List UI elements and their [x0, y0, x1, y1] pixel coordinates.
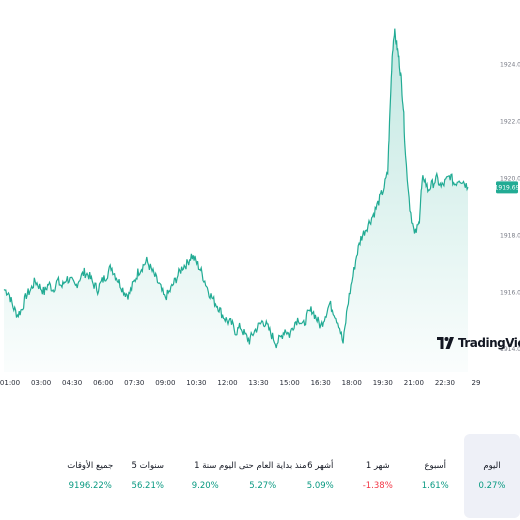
tradingview-logo-text: TradingView	[458, 336, 520, 350]
period-label: 5 سنوات	[131, 461, 165, 471]
x-tick-label: 21:00	[404, 379, 424, 387]
period-change-value: 1.61%	[421, 481, 449, 491]
x-tick-label: 04:30	[62, 379, 82, 387]
x-tick-label: 29	[472, 379, 481, 387]
x-tick-label: 06:00	[93, 379, 113, 387]
x-tick-label: 13:30	[248, 379, 268, 387]
period-tab-4[interactable]: منذ بداية العام حتى اليوم 5.27%	[219, 434, 306, 518]
period-label: اليوم	[483, 461, 501, 471]
x-tick-label: 15:00	[280, 379, 300, 387]
y-tick-label: 1918.00	[500, 232, 520, 239]
x-tick-label: 16:30	[311, 379, 331, 387]
last-price-badge	[496, 181, 518, 194]
x-tick-label: 07:30	[124, 379, 144, 387]
period-tab-3[interactable]: 6 أشهر 5.09%	[292, 434, 350, 518]
last-price-label: 1919.69	[495, 184, 520, 191]
price-chart[interactable]: 1914.00 1916.00 1918.00 1920.00 1922.00 1924.…	[0, 0, 520, 400]
period-label: أسبوع	[424, 461, 446, 471]
y-tick-label: 1920.00	[500, 176, 520, 183]
period-change-value: 9196.22%	[68, 481, 112, 491]
period-change-value: 5.09%	[306, 481, 334, 491]
x-tick-label: 22:30	[435, 379, 455, 387]
price-line[interactable]	[3, 28, 469, 349]
period-label: منذ بداية العام حتى اليوم	[219, 461, 307, 471]
x-tick-label: 12:00	[217, 379, 237, 387]
period-tab-0[interactable]: اليوم 0.27%	[464, 434, 520, 518]
y-tick-label: 1914.00	[500, 346, 520, 353]
chart-canvas[interactable]: 1914.00 1916.00 1918.00 1920.00 1922.00 1924.…	[0, 0, 520, 400]
x-tick-label: 03:00	[31, 379, 51, 387]
tradingview-logo[interactable]: TradingView	[437, 333, 520, 353]
period-tab-2[interactable]: 1 شهر -1.38%	[349, 434, 407, 518]
period-label: 1 شهر	[365, 461, 390, 471]
period-tab-6[interactable]: 5 سنوات 56.21%	[119, 434, 177, 518]
period-change-value: 0.27%	[478, 481, 506, 491]
x-tick-label: 09:00	[155, 379, 175, 387]
tradingview-logo-icon	[437, 337, 454, 349]
period-change-value: 9.20%	[191, 481, 219, 491]
period-change-value: 5.27%	[249, 481, 277, 491]
y-tick-label: 1922.00	[500, 119, 520, 126]
x-tick-label: 19:30	[373, 379, 393, 387]
y-tick-label: 1924.00	[500, 62, 520, 69]
period-change-value: 56.21%	[131, 481, 164, 491]
x-tick-label: 18:00	[342, 379, 362, 387]
period-tab-1[interactable]: أسبوع 1.61%	[407, 434, 465, 518]
price-area-fill	[4, 28, 468, 372]
performance-periods: اليوم 0.27% أسبوع 1.61% 1 شهر -1.38% 6 أشهر 5.0…	[0, 434, 520, 520]
period-label: جميع الأوقات	[67, 461, 114, 471]
period-tab-7[interactable]: جميع الأوقات 9196.22%	[62, 434, 120, 518]
x-tick-label: 10:30	[186, 379, 206, 387]
y-tick-label: 1916.00	[500, 289, 520, 296]
period-label: 1 سنة	[194, 461, 217, 471]
period-label: 6 أشهر	[307, 461, 334, 471]
x-tick-label: 01:00	[0, 379, 20, 387]
period-change-value: -1.38%	[362, 481, 393, 491]
period-tab-5[interactable]: 1 سنة 9.20%	[177, 434, 235, 518]
